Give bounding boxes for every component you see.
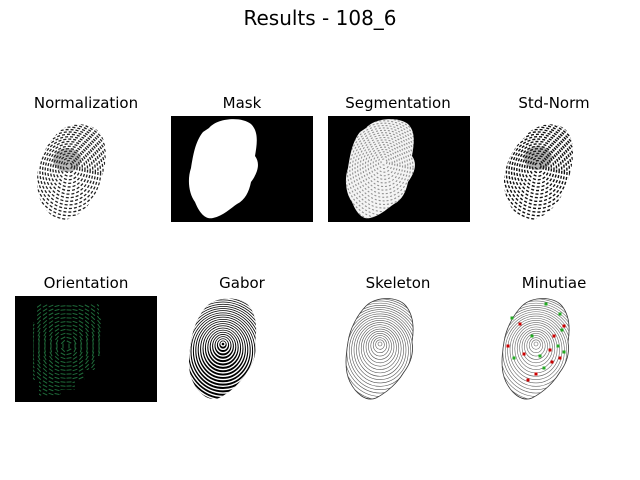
segmentation-image <box>328 116 470 222</box>
panel-title-std-norm: Std-Norm <box>518 94 590 112</box>
minutiae-image <box>484 296 626 402</box>
panel-title-segmentation: Segmentation <box>345 94 451 112</box>
normalization-image <box>15 116 157 222</box>
mask-image <box>171 116 313 222</box>
panel-title-orientation: Orientation <box>43 274 129 292</box>
std-norm-image <box>484 116 626 222</box>
panel-title-minutiae: Minutiae <box>521 274 587 292</box>
gabor-image <box>171 296 313 402</box>
figure-title: Results - 108_6 <box>243 6 397 30</box>
panel-title-skeleton: Skeleton <box>365 274 431 292</box>
panel-title-gabor: Gabor <box>219 274 265 292</box>
orientation-image <box>15 296 157 402</box>
panel-title-mask: Mask <box>222 94 262 112</box>
panel-title-normalization: Normalization <box>33 94 139 112</box>
skeleton-image <box>328 296 470 402</box>
